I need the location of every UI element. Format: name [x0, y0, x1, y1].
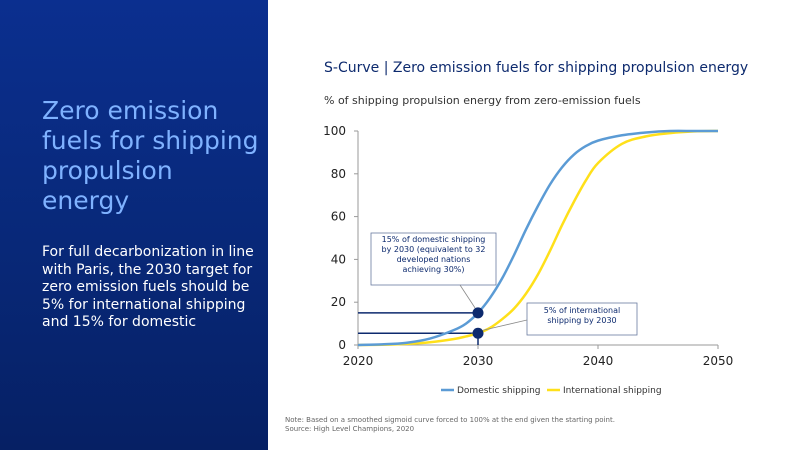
chart-title: S-Curve | Zero emission fuels for shippi…: [324, 60, 749, 76]
left-panel-title: Zero emission fuels for shipping propuls…: [42, 96, 259, 215]
annotation-pointer: [459, 284, 476, 309]
y-tick-label: 60: [331, 210, 346, 224]
x-tick-label: 2050: [703, 354, 734, 368]
chart-series: [357, 129, 719, 347]
annotation-pointer: [482, 319, 528, 331]
legend-label: Domestic shipping: [457, 386, 541, 396]
annotation-text-line: achieving 30%): [402, 265, 464, 274]
note-text: Note: Based on a smoothed sigmoid curve …: [285, 416, 615, 424]
y-tick-label: 20: [331, 295, 346, 309]
chart-markers: [472, 307, 484, 339]
x-tick-label: 2030: [463, 354, 494, 368]
data-point-marker: [472, 307, 484, 319]
x-tick-label: 2040: [583, 354, 614, 368]
annotation-text-line: developed nations: [397, 255, 471, 264]
y-tick-label: 80: [331, 167, 346, 181]
legend-label: International shipping: [563, 386, 662, 396]
series-line-domestic-shipping: [357, 129, 718, 347]
chart-legend: Domestic shipping International shipping: [441, 386, 662, 396]
source-text: Source: High Level Champions, 2020: [285, 425, 415, 433]
y-tick-label: 100: [323, 124, 346, 138]
y-tick-label: 0: [338, 338, 346, 352]
annotation-box: [370, 232, 497, 286]
annotation-text-line: by 2030 (equivalent to 32: [382, 245, 486, 254]
annotation-text-line: 15% of domestic shipping: [382, 235, 486, 244]
annotation-text-line: 5% of international: [544, 306, 620, 315]
chart-subtitle: % of shipping propulsion energy from zer…: [324, 94, 641, 107]
chart-footnote: Note: Based on a smoothed sigmoid curve …: [285, 416, 615, 434]
annotation-text-line: shipping by 2030: [547, 316, 616, 325]
annotation-box: [526, 302, 638, 336]
data-point-marker: [472, 327, 484, 339]
left-panel: Zero emission fuels for shipping propuls…: [0, 0, 268, 450]
left-panel-body: For full decarbonization in line with Pa…: [42, 244, 254, 330]
series-line-international-shipping: [357, 129, 719, 347]
x-tick-label: 2020: [343, 354, 374, 368]
y-tick-label: 40: [331, 252, 346, 266]
